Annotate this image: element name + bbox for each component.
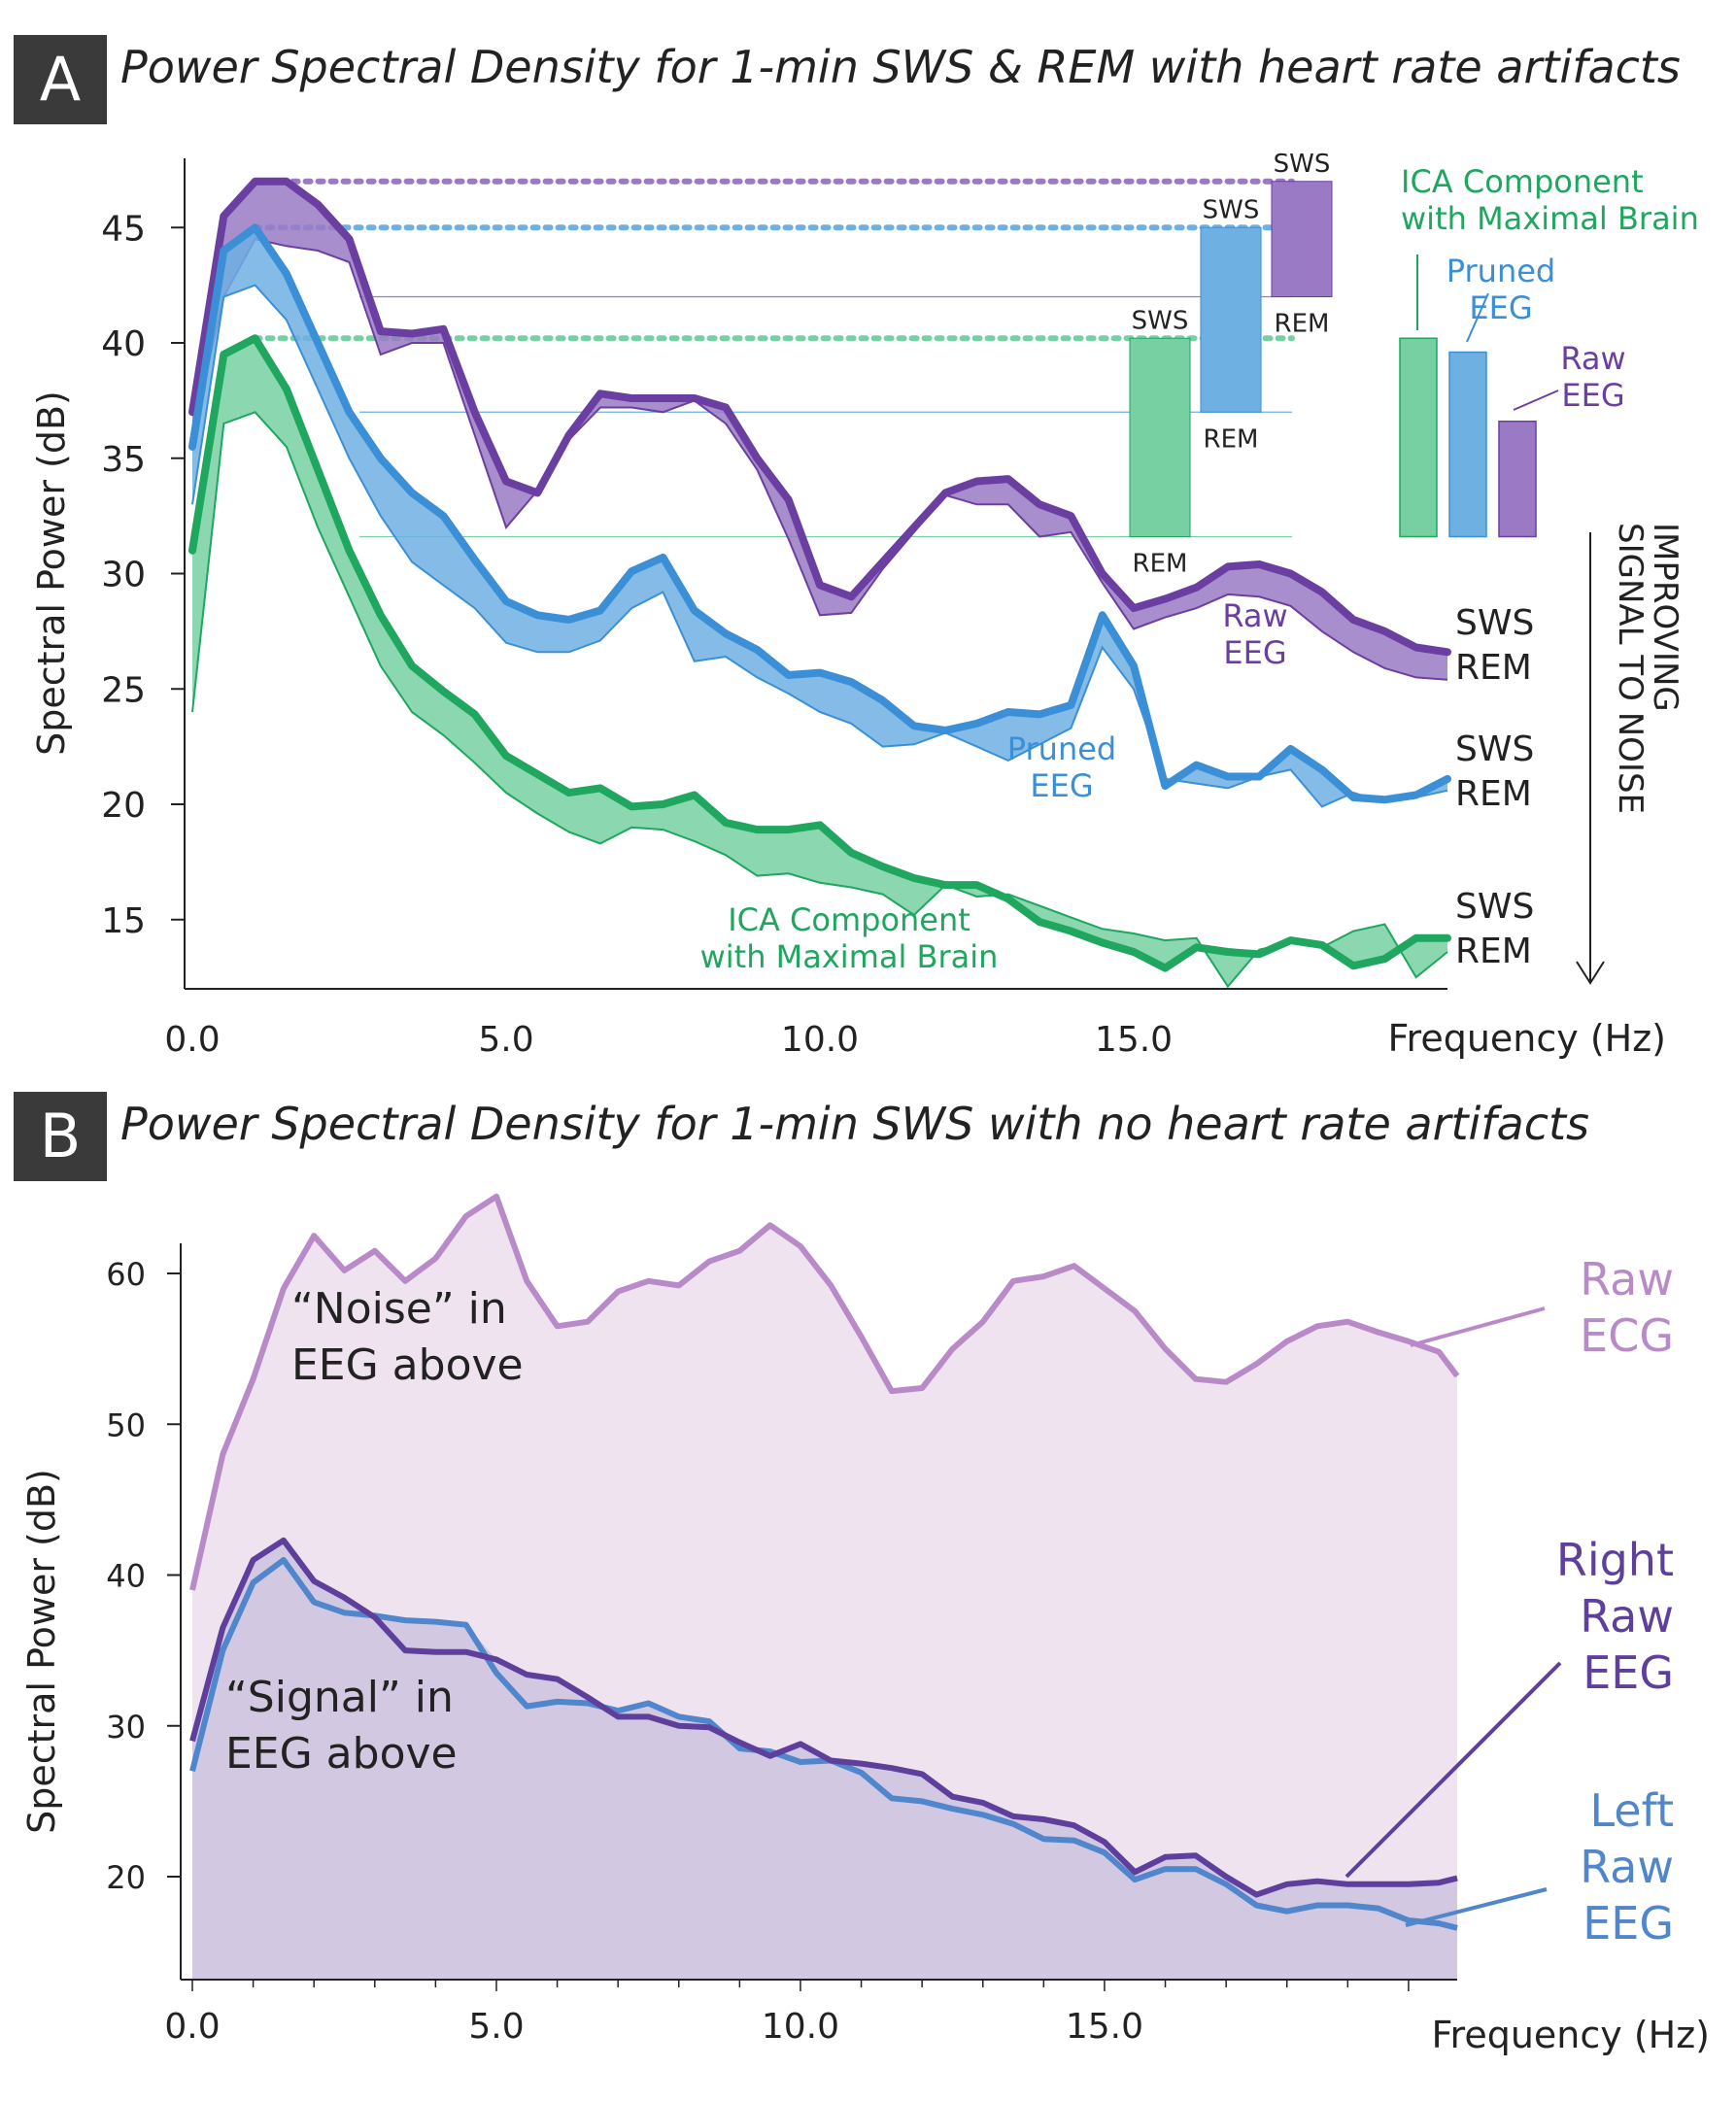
- y-tick-label-b: 40: [106, 1558, 146, 1595]
- label-raw-ecg: Raw: [1580, 1253, 1674, 1305]
- x-tick-label-a: 10.0: [781, 1020, 859, 1060]
- y-axis-label-a: Spectral Power (dB): [30, 390, 73, 756]
- series-line-rem: [191, 237, 1448, 681]
- series-line-sws: [188, 223, 1451, 804]
- legend-bar-purple: [1498, 421, 1537, 538]
- range-bar-sws-label: SWS: [1274, 150, 1331, 179]
- legend-raw-label: EEG: [1561, 377, 1624, 414]
- end-label-sws: SWS: [1455, 729, 1534, 769]
- label-raw-ecg: ECG: [1580, 1309, 1674, 1362]
- annotation-ica: with Maximal Brain: [700, 938, 999, 975]
- annotation-pruned-eeg: Pruned: [1007, 730, 1116, 767]
- range-bar-blue: [1200, 226, 1262, 413]
- label-left-raw-eeg: EEG: [1583, 1897, 1674, 1949]
- end-label-rem: REM: [1455, 932, 1532, 971]
- series-line-rem: [191, 411, 1448, 989]
- range-bar-green: [1129, 337, 1191, 537]
- annotation-pruned-eeg: EEG: [1030, 767, 1093, 804]
- legend-ica-label: ICA Component: [1401, 163, 1644, 200]
- leader-left-raw-eeg: [1405, 1887, 1548, 1927]
- end-label-rem: REM: [1455, 648, 1532, 688]
- series-line-raw-ecg: [189, 1193, 1460, 1591]
- range-bar-purple: [1271, 181, 1333, 297]
- legend-bar-green: [1399, 337, 1438, 538]
- band-purple: [192, 181, 1447, 680]
- x-tick-label-a: 0.0: [164, 1020, 220, 1060]
- label-left-raw-eeg: Raw: [1580, 1841, 1674, 1893]
- x-axis-label-a: Frequency (Hz): [1387, 1017, 1666, 1060]
- x-axis-label-b: Frequency (Hz): [1431, 2014, 1710, 2056]
- end-label-rem: REM: [1455, 774, 1532, 814]
- legend-raw-label: Raw: [1560, 340, 1625, 377]
- y-tick-label-a: 40: [101, 324, 146, 364]
- y-tick-label-a: 25: [101, 670, 146, 710]
- y-tick-label-b: 20: [106, 1859, 146, 1896]
- annotation-signal: “Signal” in: [225, 1673, 454, 1722]
- label-right-raw-eeg: Right: [1556, 1534, 1674, 1586]
- panel-a-badge: A: [14, 35, 107, 124]
- label-left-raw-eeg: Left: [1589, 1784, 1674, 1837]
- series-line-sws: [188, 177, 1451, 657]
- annotation-noise: “Noise” in: [291, 1284, 507, 1334]
- range-bar-sws-label: SWS: [1132, 306, 1189, 335]
- panel-b-title: Power Spectral Density for 1-min SWS wit…: [120, 1098, 1589, 1150]
- series-line-right-raw-eeg: [189, 1537, 1458, 1898]
- y-axis-label-b: Spectral Power (dB): [20, 1469, 63, 1834]
- snr-arrow-head: [1576, 961, 1605, 985]
- label-right-raw-eeg: Raw: [1580, 1590, 1674, 1643]
- y-tick-label-b: 60: [106, 1256, 146, 1293]
- panel-b-badge: B: [14, 1092, 107, 1181]
- series-line-rem: [191, 284, 1448, 808]
- x-tick-label-b: 5.0: [468, 2007, 524, 2047]
- end-label-sws: SWS: [1455, 887, 1534, 927]
- y-tick-label-b: 30: [106, 1709, 146, 1746]
- y-tick-label-a: 45: [101, 209, 146, 249]
- annotation-ica: ICA Component: [728, 901, 970, 938]
- y-tick-label-a: 30: [101, 556, 146, 595]
- legend-raw-leader: [1513, 390, 1559, 411]
- x-tick-label-b: 0.0: [164, 2007, 220, 2047]
- range-bar-rem-label: REM: [1204, 424, 1259, 454]
- leader-raw-ecg: [1410, 1306, 1546, 1347]
- legend-pruned-label: Pruned: [1447, 253, 1555, 289]
- range-bar-sws-label: SWS: [1203, 195, 1260, 224]
- x-tick-label-b: 15.0: [1066, 2007, 1143, 2047]
- x-tick-label-b: 10.0: [762, 2007, 839, 2047]
- range-bar-rem-label: REM: [1275, 310, 1330, 339]
- legend-bar-blue: [1448, 351, 1487, 538]
- range-bar-rem-label: REM: [1133, 550, 1188, 579]
- band-green: [192, 338, 1447, 987]
- y-tick-label-a: 20: [101, 786, 146, 826]
- legend-pruned-leader: [1466, 292, 1489, 343]
- leader-right-raw-eeg: [1345, 1661, 1562, 1879]
- annotation-raw-eeg: Raw: [1222, 597, 1287, 634]
- annotation-raw-eeg: EEG: [1223, 634, 1286, 671]
- annotation-noise: EEG above: [291, 1340, 524, 1390]
- panel-a-title: Power Spectral Density for 1-min SWS & R…: [120, 41, 1681, 93]
- annotation-signal: EEG above: [225, 1729, 458, 1779]
- snr-label-line1: IMPROVING: [1646, 523, 1685, 712]
- y-tick-label-a: 15: [101, 901, 146, 941]
- series-line-sws: [188, 334, 1451, 972]
- legend-ica-label: with Maximal Brain: [1401, 200, 1699, 237]
- legend-pruned-label: EEG: [1469, 289, 1532, 326]
- y-tick-label-a: 35: [101, 440, 146, 480]
- x-tick-label-a: 15.0: [1095, 1020, 1173, 1060]
- y-tick-label-b: 50: [106, 1407, 146, 1443]
- end-label-sws: SWS: [1455, 603, 1534, 643]
- snr-label-line2: SIGNAL TO NOISE: [1611, 523, 1650, 814]
- x-tick-label-a: 5.0: [478, 1020, 533, 1060]
- label-right-raw-eeg: EEG: [1583, 1646, 1674, 1699]
